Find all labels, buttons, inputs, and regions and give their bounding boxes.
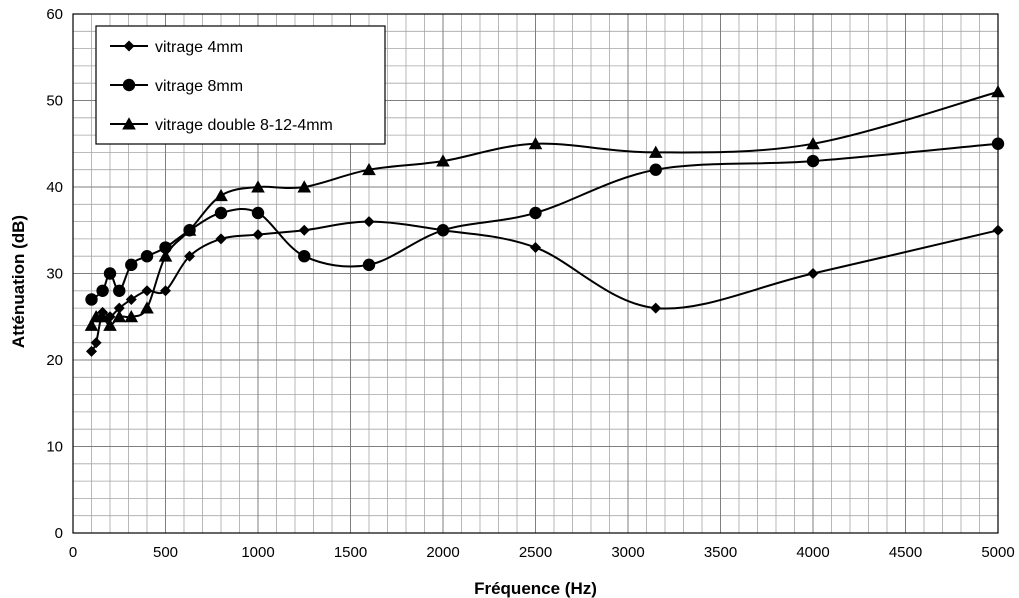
diamond-marker xyxy=(123,40,135,52)
circle-marker xyxy=(214,206,228,220)
y-tick-label: 30 xyxy=(46,266,63,283)
y-tick-label: 10 xyxy=(46,439,63,456)
x-tick-label: 1500 xyxy=(334,544,367,561)
circle-marker xyxy=(103,267,117,280)
circle-marker xyxy=(362,258,376,272)
triangle-marker xyxy=(84,318,99,331)
y-axis-tick-labels: 0 10 20 30 40 50 60 xyxy=(46,6,63,542)
series-diamond xyxy=(86,216,1004,357)
legend-label: vitrage 8mm xyxy=(155,78,243,95)
plot-area-border xyxy=(72,13,999,534)
x-tick-label: 4500 xyxy=(889,544,922,561)
triangle-marker xyxy=(806,136,820,150)
series-circle xyxy=(85,137,1005,306)
circle-marker xyxy=(529,206,542,220)
circle-marker xyxy=(649,163,662,176)
diamond-marker xyxy=(215,233,227,245)
triangle-marker xyxy=(158,249,173,262)
x-tick-label: 1000 xyxy=(241,544,274,561)
triangle-marker xyxy=(95,309,110,323)
diamond-marker xyxy=(86,345,97,357)
circle-marker xyxy=(991,137,1005,150)
diamond-marker xyxy=(807,268,819,279)
diamond-marker xyxy=(530,242,541,254)
circle-marker xyxy=(251,206,265,220)
triangle-marker xyxy=(297,180,312,193)
x-tick-label: 0 xyxy=(69,544,77,561)
triangle-marker xyxy=(112,309,127,323)
triangle-marker xyxy=(251,180,265,193)
x-tick-label: 500 xyxy=(153,544,178,561)
diamond-marker xyxy=(125,293,137,305)
x-tick-label: 2500 xyxy=(519,544,552,561)
series-triangle xyxy=(84,85,1005,331)
circle-marker xyxy=(140,250,154,263)
diamond-marker xyxy=(298,224,310,236)
circle-marker xyxy=(96,284,109,297)
diamond-marker xyxy=(992,224,1004,236)
diamond-marker xyxy=(90,337,102,349)
diamond-marker xyxy=(184,250,196,262)
legend-item: vitrage 8mm xyxy=(110,78,243,95)
series-layer xyxy=(84,85,1005,357)
circle-marker xyxy=(113,284,126,297)
legend-item: vitrage 4mm xyxy=(110,39,243,56)
y-tick-label: 40 xyxy=(46,179,63,196)
circle-marker xyxy=(298,250,311,263)
x-axis-tick-labels: 0 500 1000 1500 2000 2500 3000 3500 4000 4500 5000 xyxy=(69,544,1015,561)
x-axis-title: Fréquence (Hz) xyxy=(474,579,597,598)
legend-label: vitrage double 8-12-4mm xyxy=(155,117,333,134)
triangle-marker xyxy=(122,117,136,130)
triangle-marker xyxy=(528,136,543,150)
triangle-marker xyxy=(140,301,154,314)
triangle-marker xyxy=(436,154,450,167)
circle-marker xyxy=(85,293,98,306)
x-tick-label: 5000 xyxy=(981,544,1014,561)
triangle-marker xyxy=(214,188,228,202)
legend-item: vitrage double 8-12-4mm xyxy=(110,117,333,134)
x-tick-label: 2000 xyxy=(426,544,459,561)
y-tick-label: 60 xyxy=(46,6,63,23)
triangle-marker xyxy=(103,318,117,331)
series-line xyxy=(90,220,999,352)
x-tick-label: 3000 xyxy=(611,544,644,561)
circle-marker xyxy=(122,78,136,92)
y-tick-label: 50 xyxy=(46,93,63,110)
y-axis-title: Atténuation (dB) xyxy=(9,215,28,348)
diamond-marker xyxy=(160,285,171,297)
triangle-marker xyxy=(362,162,376,176)
diamond-marker xyxy=(141,285,153,297)
diamond-marker xyxy=(650,302,662,314)
triangle-marker xyxy=(182,223,197,236)
triangle-marker xyxy=(648,145,663,158)
x-tick-label: 4000 xyxy=(796,544,829,561)
y-tick-label: 20 xyxy=(46,352,63,369)
diamond-marker xyxy=(113,302,125,314)
x-tick-label: 3500 xyxy=(704,544,737,561)
diamond-marker xyxy=(363,216,375,228)
legend: vitrage 4mm vitrage 8mm vitrage double 8-1… xyxy=(95,25,386,145)
y-tick-label: 0 xyxy=(55,525,63,542)
triangle-marker xyxy=(124,309,139,323)
circle-marker xyxy=(125,258,138,272)
circle-marker xyxy=(436,224,450,237)
circle-marker xyxy=(806,154,820,168)
triangle-marker xyxy=(991,85,1005,98)
diamond-marker xyxy=(252,229,264,241)
legend-label: vitrage 4mm xyxy=(155,39,243,56)
